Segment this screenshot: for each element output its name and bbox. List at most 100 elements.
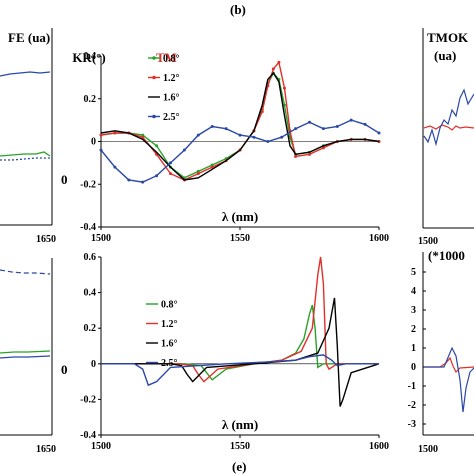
data-point-red — [271, 67, 275, 71]
panel-b-label: (b) — [230, 2, 246, 17]
data-point-red — [210, 165, 214, 169]
left-bottom-green-curve — [0, 350, 51, 354]
right-bottom-ytick: 2 — [411, 324, 416, 335]
legend-label: 0.8° — [163, 54, 180, 65]
right-bottom-ytick: 0 — [411, 362, 416, 373]
data-point-red — [277, 60, 281, 64]
data-point-red — [260, 110, 264, 114]
y-axis-label: KR(°) — [72, 50, 105, 65]
data-point-blue — [155, 174, 159, 178]
legend-label: 2.5° — [161, 358, 178, 369]
data-point-red — [321, 146, 325, 150]
legend-marker-red — [152, 75, 156, 80]
data-point-blue — [308, 120, 311, 124]
data-point-blue — [238, 133, 242, 137]
series-line-red — [101, 256, 379, 383]
legend-marker-green — [152, 56, 156, 60]
data-point-red — [99, 133, 103, 137]
right-bottom-red-curve — [424, 356, 474, 374]
y-tick-label: 0.4 — [84, 288, 97, 299]
legend-label: 1.2° — [163, 73, 180, 84]
data-point-green — [210, 163, 214, 167]
series-line-black — [101, 297, 380, 407]
data-point-blue — [210, 125, 214, 129]
data-point-green — [282, 103, 286, 107]
right-bottom-ytick: 3 — [411, 305, 416, 316]
right-bottom-ytick: -2 — [408, 400, 416, 411]
series-line-red — [100, 60, 380, 181]
left-title: FE (ua) — [8, 30, 50, 45]
x-tick-label: 1550 — [230, 441, 250, 452]
right-bottom-ytick: 5 — [411, 267, 416, 278]
right-top-blue-curve — [423, 88, 474, 147]
left-bottom-blue-curve — [0, 355, 51, 359]
data-point-blue — [294, 127, 298, 131]
data-point-blue — [196, 133, 200, 137]
left-bottom-zero-label: 0 — [61, 362, 68, 377]
data-point-blue — [363, 122, 367, 126]
right-bottom-ytick: 4 — [411, 286, 416, 297]
right-top-xtick: 1500 — [418, 236, 438, 247]
data-point-blue — [182, 148, 186, 152]
series-line-blue — [101, 354, 379, 387]
left-top-green-curve — [0, 151, 51, 157]
x-axis-label: λ (nm) — [222, 417, 258, 432]
data-point-red — [308, 152, 311, 156]
data-point-blue — [266, 140, 270, 143]
y-tick-label: -0.4 — [80, 430, 96, 441]
data-point-green — [196, 169, 200, 173]
data-point-green — [155, 144, 159, 148]
right-top-red-curve — [423, 124, 474, 131]
y-tick-label: 0.4 — [84, 51, 97, 62]
data-point-green — [141, 133, 145, 137]
y-tick-label: 0.6 — [84, 252, 97, 263]
chart-title: TM — [156, 50, 177, 65]
x-tick-label: 1600 — [369, 233, 389, 244]
left-bottom-xtick: 1650 — [36, 444, 56, 455]
data-point-red — [196, 172, 200, 176]
data-point-blue — [349, 118, 353, 122]
data-point-red — [282, 86, 286, 90]
data-point-blue — [127, 178, 131, 182]
left-top-zero-label: 0 — [61, 172, 68, 187]
x-tick-label: 1500 — [91, 441, 111, 452]
right-bottom-xtick: 1500 — [418, 444, 438, 455]
data-point-blue — [335, 125, 339, 129]
data-point-blue — [252, 135, 256, 139]
left-top-blue-dotted-curve — [0, 157, 50, 161]
right-panels: TMOK (ua) 1500 (*1000 5 4 3 2 1 0 -1 -2 -3 1500 — [408, 28, 474, 455]
legend-label: 1.6° — [161, 339, 178, 350]
right-bottom-ytick: -1 — [408, 381, 416, 392]
x-tick-label: 1500 — [91, 233, 111, 244]
panel-e-label: (e) — [232, 459, 246, 474]
y-tick-label: -0.2 — [80, 179, 96, 190]
data-point-blue — [321, 127, 325, 131]
left-bottom-dashed-curve — [0, 269, 51, 275]
data-point-blue — [113, 165, 117, 169]
data-point-blue — [99, 148, 103, 152]
data-point-blue — [141, 180, 145, 184]
legend-label: 1.6° — [163, 93, 180, 104]
legend-label: 2.5° — [163, 112, 180, 123]
right-top-title-2: (ua) — [434, 48, 456, 63]
series-line-black — [100, 71, 380, 181]
legend-label: 0.8° — [161, 300, 178, 311]
left-panels: FE (ua) 0 1650 0 1650 — [0, 28, 68, 455]
y-tick-label: 0.2 — [84, 94, 97, 105]
data-point-blue — [169, 161, 172, 165]
right-bottom-blue-curve — [424, 346, 474, 413]
data-point-blue — [377, 131, 381, 135]
data-point-blue — [224, 127, 228, 131]
y-tick-label: -0.4 — [80, 222, 96, 233]
x-tick-label: 1600 — [369, 441, 389, 452]
x-axis-label: λ (nm) — [222, 209, 258, 224]
legend-label: 1.2° — [161, 319, 178, 330]
legend-marker-blue — [152, 114, 156, 119]
x-tick-label: 1550 — [230, 233, 250, 244]
data-point-red — [113, 131, 117, 135]
left-top-xtick: 1650 — [36, 234, 56, 245]
y-tick-label: 0.2 — [84, 323, 97, 334]
